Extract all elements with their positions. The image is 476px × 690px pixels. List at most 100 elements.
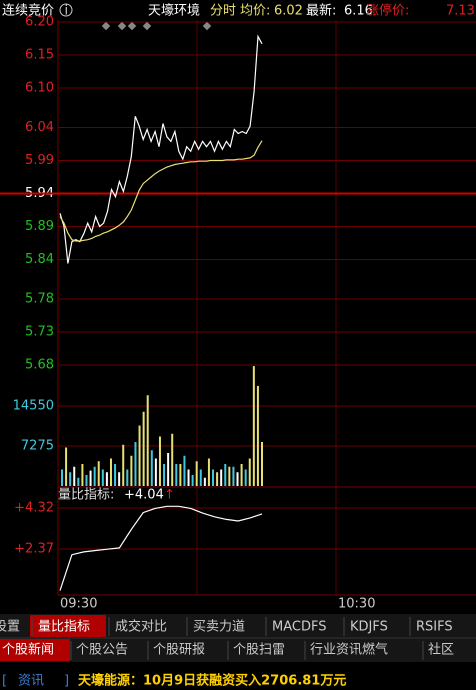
tab[interactable]: 个股研报 (153, 643, 205, 658)
tab[interactable]: 设置 (0, 620, 20, 635)
volume-bar (81, 464, 84, 486)
tab[interactable]: 买卖力道 (193, 620, 245, 635)
volume-bar (89, 470, 92, 486)
volume-bar (224, 464, 227, 486)
volume-bar (118, 472, 121, 486)
last-value: 6.16 (344, 4, 373, 19)
news-bracket: [ (2, 674, 7, 689)
y-tick-label: 5.68 (25, 358, 54, 373)
volume-bar (240, 464, 243, 486)
limit-value: 7.13 (446, 4, 475, 19)
avg-label: 均价: (240, 4, 270, 19)
volume-bar (97, 461, 100, 486)
volume-bar (171, 433, 174, 486)
volume-bar (158, 436, 161, 486)
volume-bar (154, 458, 157, 486)
ratio-arrow: ↑ (164, 488, 175, 503)
volume-bar (109, 458, 112, 486)
stock-name: 天壕环境 (148, 3, 200, 19)
status: 连续竞价 (2, 3, 54, 19)
ratio-title: 量比指标: (58, 488, 114, 503)
y-tick-label: 7275 (21, 438, 54, 453)
volume-bar (163, 464, 166, 486)
volume-bar (146, 395, 149, 486)
volume-bar (195, 461, 198, 486)
tab[interactable]: 社区 (428, 642, 454, 658)
time-label: 10:30 (338, 597, 375, 612)
y-tick-label: 6.04 (25, 120, 54, 135)
news-tag[interactable]: 资讯 (18, 674, 44, 689)
last-label: 最新: (306, 3, 336, 19)
tab[interactable]: 个股公告 (76, 643, 128, 658)
y-tick-label: 5.84 (25, 252, 54, 267)
tab[interactable]: 个股新闻 (2, 642, 54, 658)
y-tick-label: 6.20 (25, 15, 54, 30)
volume-bar (220, 469, 223, 486)
volume-bar (175, 464, 178, 486)
volume-bar (261, 442, 263, 486)
volume-bar (248, 458, 251, 486)
tab-selected-bg (0, 639, 70, 661)
news-bracket: ] (64, 674, 69, 689)
y-tick-label: 6.15 (25, 47, 54, 62)
volume-bar (85, 475, 88, 486)
limit-label: 涨停价: (366, 3, 409, 19)
info-icon[interactable] (59, 3, 73, 17)
y-tick-label: 5.73 (25, 325, 54, 340)
line-series (59, 505, 263, 591)
volume-bar (93, 466, 96, 486)
y-tick-label: +4.32 (14, 501, 54, 516)
volume-bar (142, 411, 145, 486)
time-label: 09:30 (60, 597, 97, 612)
volume-bar (167, 453, 170, 486)
info-icon-i: i (65, 4, 69, 19)
avg-value: 6.02 (274, 4, 303, 19)
tab[interactable]: MACDFS (272, 620, 326, 635)
volume-bar (179, 464, 182, 486)
volume-bar (61, 469, 63, 486)
y-tick-label: 6.10 (25, 80, 54, 95)
tab[interactable]: 个股扫雷 (233, 643, 285, 658)
volume-bar (122, 444, 125, 486)
tab[interactable]: 行业资讯燃气 (310, 642, 388, 658)
tab[interactable]: KDJFS (350, 620, 388, 635)
volume-bar (101, 469, 104, 486)
tab[interactable]: RSIFS (416, 620, 453, 635)
volume-bar (232, 466, 235, 486)
y-tick-label: 5.89 (25, 219, 54, 234)
volume-bar (244, 469, 247, 486)
volume-bar (216, 472, 219, 486)
volume-bar (138, 425, 141, 486)
mode: 分时 (210, 4, 236, 19)
volume-bar (183, 455, 186, 486)
volume-bar (105, 472, 108, 486)
y-tick-label: 5.78 (25, 292, 54, 307)
volume-bar (228, 466, 231, 486)
tab[interactable]: 量比指标 (38, 620, 90, 635)
volume-bar (114, 464, 117, 486)
line-series (59, 140, 263, 242)
volume-bar (134, 442, 137, 486)
volume-bar (212, 469, 215, 486)
volume-bar (207, 458, 210, 486)
volume-bar (256, 385, 259, 486)
ratio-current: +4.04 (124, 488, 164, 503)
volume-bar (73, 466, 76, 486)
volume-bar (69, 472, 72, 486)
news-headline[interactable]: 天壕能源：10月9日获融资买入2706.81万元 (78, 673, 346, 689)
tab-selected-bg (30, 615, 106, 637)
volume-bar (203, 477, 206, 486)
volume-bar (130, 455, 133, 486)
tab[interactable]: 成交对比 (115, 619, 167, 635)
volume-bar (126, 469, 129, 486)
volume-bar (150, 450, 153, 486)
volume-bar (199, 469, 202, 486)
volume-bar (191, 475, 194, 486)
y-tick-label: 5.99 (25, 153, 54, 168)
volume-bar (252, 366, 255, 486)
y-tick-label: 14550 (13, 398, 54, 413)
volume-bar (77, 477, 80, 486)
